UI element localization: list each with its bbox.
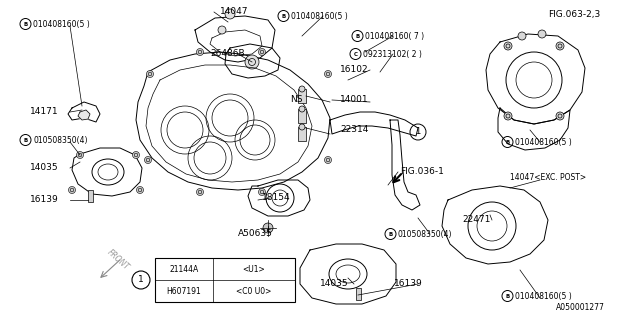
Circle shape (145, 156, 152, 164)
Text: 14001: 14001 (340, 95, 369, 105)
Text: 16139: 16139 (30, 196, 59, 204)
Text: 1: 1 (415, 127, 420, 137)
Text: 16102: 16102 (340, 66, 369, 75)
Text: FIG.036-1: FIG.036-1 (400, 167, 444, 177)
Bar (298, 109, 306, 123)
Text: FRONT: FRONT (106, 248, 131, 272)
Text: A50635: A50635 (238, 229, 273, 238)
Circle shape (518, 32, 526, 40)
Text: B: B (506, 293, 509, 299)
Text: B: B (282, 13, 285, 19)
Text: 18154: 18154 (262, 194, 291, 203)
Bar (298, 127, 306, 141)
Circle shape (245, 55, 259, 69)
Polygon shape (498, 108, 570, 150)
Circle shape (538, 30, 546, 38)
Polygon shape (68, 102, 100, 122)
Circle shape (225, 9, 235, 19)
Circle shape (259, 49, 266, 55)
Circle shape (196, 49, 204, 55)
Text: FIG.063-2,3: FIG.063-2,3 (548, 10, 600, 19)
Bar (155, 258, 295, 302)
Text: 010408160(5 ): 010408160(5 ) (515, 292, 572, 300)
Polygon shape (442, 186, 548, 264)
Text: 26486B: 26486B (210, 50, 244, 59)
Text: 010508350(4): 010508350(4) (398, 229, 452, 238)
Text: 14047<EXC. POST>: 14047<EXC. POST> (510, 173, 586, 182)
Circle shape (263, 223, 273, 233)
Polygon shape (78, 110, 90, 120)
Circle shape (504, 42, 512, 50)
Text: B: B (355, 34, 360, 38)
Text: 14035: 14035 (30, 164, 59, 172)
Text: B: B (506, 140, 509, 145)
Text: B: B (24, 21, 28, 27)
Text: B: B (388, 231, 392, 236)
Text: B: B (24, 138, 28, 142)
Text: 22314: 22314 (340, 125, 369, 134)
Polygon shape (390, 120, 420, 210)
Circle shape (259, 188, 266, 196)
Circle shape (299, 124, 305, 130)
Circle shape (299, 86, 305, 92)
Text: 1: 1 (138, 276, 144, 284)
Text: A050001277: A050001277 (556, 303, 605, 313)
Circle shape (147, 70, 154, 77)
Circle shape (218, 26, 226, 34)
Circle shape (196, 188, 204, 196)
Text: 14171: 14171 (30, 108, 59, 116)
Circle shape (504, 112, 512, 120)
Bar (355, 288, 360, 300)
Polygon shape (330, 112, 418, 136)
Polygon shape (248, 180, 310, 216)
Polygon shape (195, 16, 275, 62)
Circle shape (324, 156, 332, 164)
Text: 14047: 14047 (220, 7, 248, 17)
Polygon shape (300, 244, 396, 304)
Text: 14035: 14035 (320, 279, 349, 289)
Circle shape (556, 42, 564, 50)
Circle shape (77, 151, 83, 158)
Text: 010408160(5 ): 010408160(5 ) (291, 12, 348, 20)
Polygon shape (72, 148, 142, 196)
Circle shape (299, 106, 305, 112)
Text: 21144A: 21144A (170, 265, 198, 274)
Text: 16139: 16139 (394, 279, 423, 289)
Circle shape (136, 187, 143, 194)
Polygon shape (225, 44, 280, 78)
Bar (298, 89, 306, 103)
Text: 010408160(5 ): 010408160(5 ) (515, 138, 572, 147)
Text: 010508350(4): 010508350(4) (33, 135, 88, 145)
Text: 22471: 22471 (462, 215, 490, 225)
Text: H607191: H607191 (166, 286, 202, 295)
Text: <U1>: <U1> (243, 265, 266, 274)
Text: <C0 U0>: <C0 U0> (236, 286, 272, 295)
Polygon shape (486, 34, 585, 124)
Bar (88, 190, 93, 202)
Polygon shape (136, 52, 330, 190)
Text: 010408160(5 ): 010408160(5 ) (33, 20, 90, 28)
Circle shape (68, 187, 76, 194)
Text: 092313102( 2 ): 092313102( 2 ) (363, 50, 422, 59)
Text: 010408160( 7 ): 010408160( 7 ) (365, 31, 424, 41)
Circle shape (556, 112, 564, 120)
Text: NS: NS (290, 95, 303, 105)
Circle shape (132, 151, 140, 158)
Circle shape (324, 70, 332, 77)
Text: C: C (353, 52, 358, 57)
